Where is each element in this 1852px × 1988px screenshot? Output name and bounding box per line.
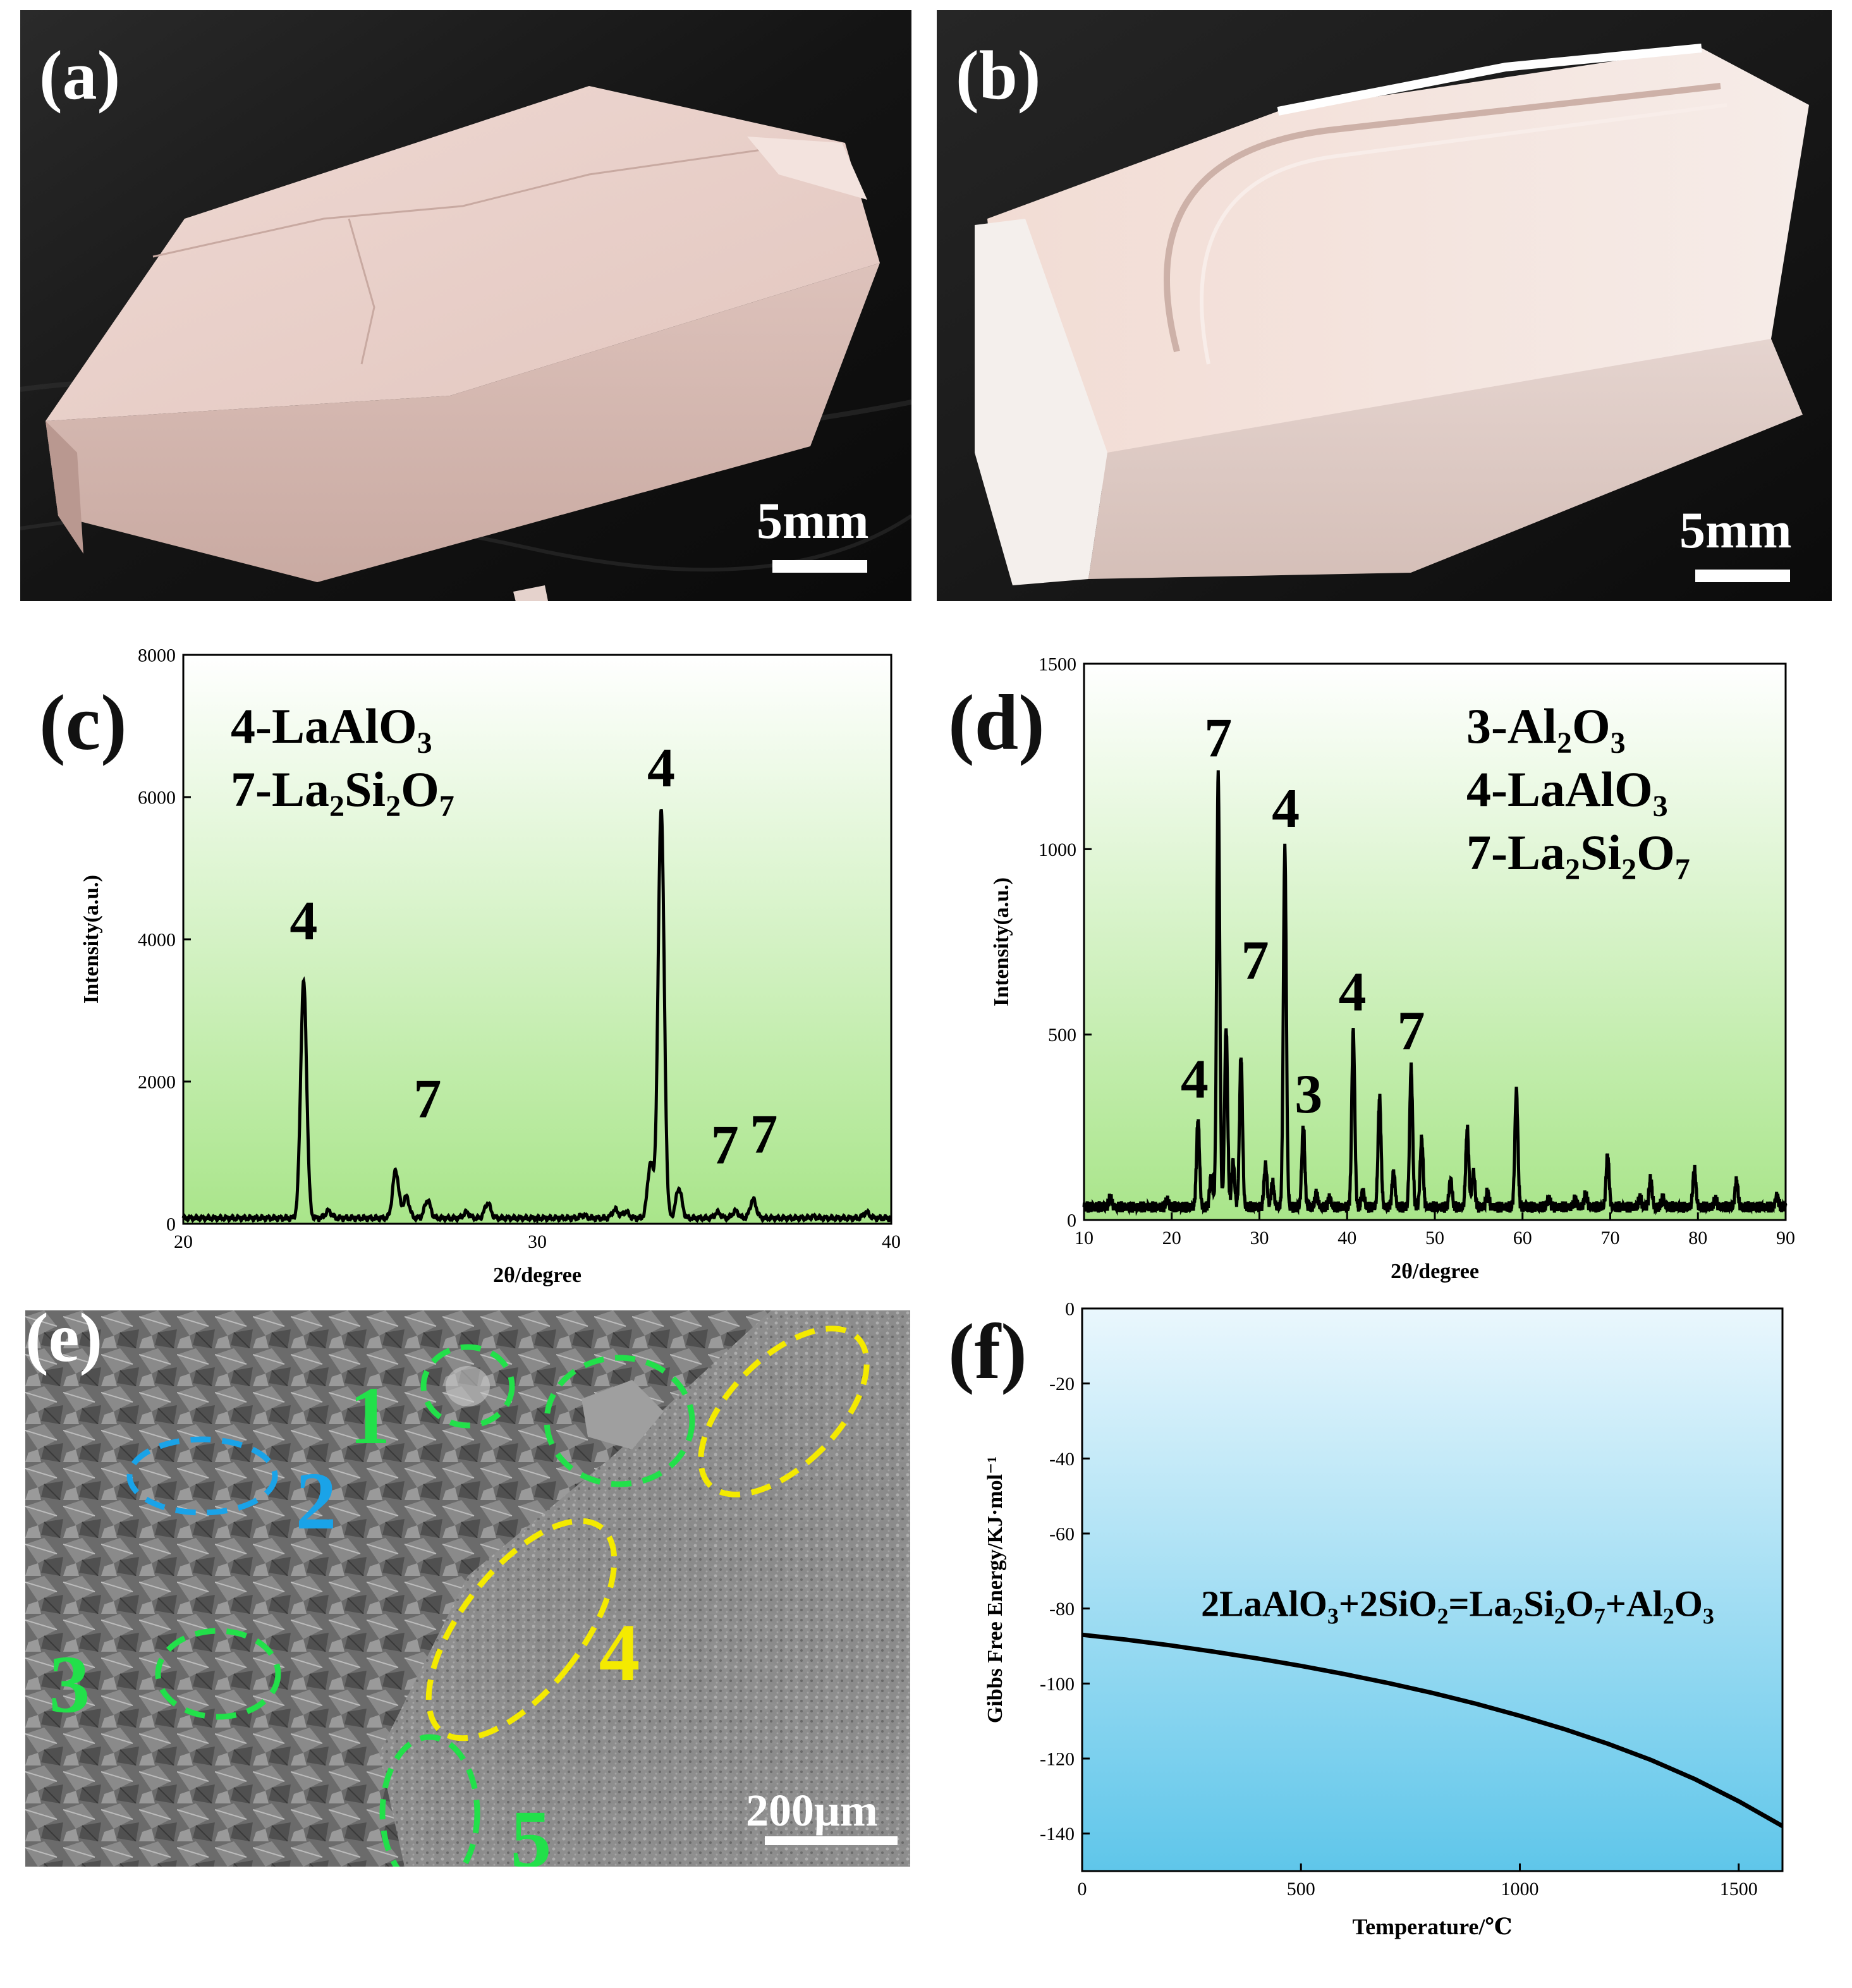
chart-panel-f: (f) 0 500 1000 1500 -140 -120 -100 -80 -60 -40 -20…: [923, 1302, 1852, 1988]
d-x-tick-label: 90: [1776, 1228, 1795, 1248]
chart-panel-c: (c) 20 30 40 0 2000 4000 6000 8000 4 7 4 7 7 4-LaAlO3…: [0, 632, 923, 1315]
c-y-tick-label: 2000: [138, 1072, 176, 1093]
d-plot-area: [1083, 662, 1787, 1221]
d-xrd-pattern-line: [1082, 770, 1788, 1216]
d-x-tick-label: 40: [1337, 1228, 1356, 1248]
scale-label-e: 200μm: [746, 1785, 878, 1836]
d-peak-annotation: 4: [1181, 1049, 1209, 1110]
panel-label-e: (e): [25, 1310, 102, 1376]
scale-label-a: 5mm: [757, 492, 869, 549]
d-peak-annotation: 4: [1272, 778, 1300, 839]
sem-region-1-label: 1: [350, 1370, 391, 1461]
d-x-tick-label: 50: [1425, 1228, 1444, 1248]
f-y-tick-label: -120: [1040, 1749, 1075, 1770]
d-y-tick-label: 0: [1067, 1210, 1076, 1231]
c-peak-annotation: 7: [413, 1068, 441, 1130]
c-x-tick-label: 30: [528, 1231, 547, 1252]
c-y-tick-label: 8000: [138, 645, 176, 666]
c-peak-annotation: 4: [647, 738, 675, 799]
scale-bar-b: [1695, 570, 1790, 582]
f-gibbs-curve: [1081, 1632, 1784, 1828]
c-x-tick-label: 40: [882, 1231, 901, 1252]
f-plot-area: [1081, 1307, 1784, 1872]
chart-panel-d: (d) 10 20 30 40 50 60 70 80 90 0 500 1000 1500 7 4 7 4 7 4…: [923, 632, 1852, 1315]
c-legend-entry: 4-LaAlO3: [231, 698, 432, 760]
d-x-tick-label: 30: [1250, 1228, 1269, 1248]
d-y-tick-label: 1000: [1039, 839, 1076, 860]
f-y-tick-label: -60: [1049, 1524, 1075, 1545]
f-x-tick-label: 0: [1078, 1879, 1087, 1900]
c-plot-area: [182, 654, 892, 1225]
xrd-chart-d: (d) 10 20 30 40 50 60 70 80 90050010001500747474…: [948, 654, 1795, 1284]
sem-region-3-outline: [155, 1628, 281, 1720]
f-y-tick-label: -140: [1040, 1824, 1075, 1845]
f-y-tick-label: -100: [1040, 1674, 1075, 1695]
c-x-axis-label: 2θ/degree: [493, 1264, 582, 1287]
d-y-tick-label: 500: [1048, 1025, 1076, 1046]
d-x-tick-label: 20: [1162, 1228, 1181, 1248]
sem-region-2-outline: [126, 1436, 278, 1516]
scale-bar-a: [772, 560, 867, 573]
f-y-tick-label: 0: [1065, 1302, 1075, 1320]
c-y-tick-label: 0: [166, 1214, 176, 1235]
d-peak-annotation: 4: [1339, 962, 1367, 1023]
d-x-tick-label: 10: [1075, 1228, 1094, 1248]
f-y-tick-label: -80: [1049, 1599, 1075, 1619]
f-x-axis-label: Temperature/℃: [1352, 1914, 1512, 1939]
gibbs-chart-f: (f) 0 500 1000 1500 -140 -120 -100 -80 -60 -40 -20…: [948, 1302, 1784, 1939]
panel-label-c: (c): [39, 680, 127, 767]
c-x-tick-label: 20: [174, 1231, 193, 1252]
c-y-axis-label: Intensity(a.u.): [80, 875, 103, 1004]
sem-region-4-label: 4: [599, 1607, 640, 1698]
d-legend-entry: 7-La2Si2O7: [1466, 825, 1690, 886]
f-x-tick-label: 500: [1287, 1879, 1315, 1900]
sem-extra-region-outline: [698, 1326, 870, 1497]
sem-extra-region-outline: [544, 1355, 695, 1487]
d-x-tick-label: 60: [1513, 1228, 1532, 1248]
c-peak-annotation: 4: [289, 891, 317, 952]
scale-bar-e: [765, 1836, 898, 1845]
d-x-tick-label: 80: [1688, 1228, 1707, 1248]
d-y-tick-label: 1500: [1039, 654, 1076, 675]
f-x-tick-label: 1000: [1501, 1879, 1539, 1900]
c-xrd-pattern-line: [181, 808, 892, 1224]
panel-label-f: (f): [948, 1308, 1027, 1396]
sem-image: 12 3 4 5 (e) 200μm: [25, 1310, 910, 1867]
c-legend-entry: 7-La2Si2O7: [231, 762, 454, 823]
d-x-tick-label: 70: [1601, 1228, 1620, 1248]
sem-region-3-label: 3: [49, 1639, 90, 1730]
c-y-tick-label: 6000: [138, 788, 176, 808]
panel-label-b: (b): [956, 37, 1040, 114]
scale-label-b: 5mm: [1679, 501, 1792, 559]
c-peak-annotation: 7: [711, 1114, 739, 1176]
photo-panel-b: (b) 5mm: [937, 10, 1832, 601]
panel-label-d: (d): [948, 680, 1045, 767]
sem-region-5-outline: [379, 1734, 480, 1867]
d-legend-entry: 3-Al2O3: [1466, 698, 1626, 760]
sem-region-2-label: 2: [296, 1456, 337, 1547]
d-y-axis-label: Intensity(a.u.): [990, 877, 1013, 1006]
d-legend-entry: 4-LaAlO3: [1466, 762, 1668, 823]
c-peak-annotation: 7: [750, 1104, 777, 1166]
sem-region-5-label: 5: [511, 1794, 552, 1867]
f-reaction-equation: 2LaAlO3+2SiO2=La2Si2O7+Al2O3: [1201, 1583, 1714, 1629]
sem-region-1-outline: [420, 1344, 515, 1429]
d-x-axis-label: 2θ/degree: [1391, 1260, 1479, 1283]
sem-region-4-outline: [425, 1518, 618, 1741]
f-y-axis-label: Gibbs Free Energy/KJ·mol⁻¹: [984, 1456, 1007, 1723]
f-x-tick-label: 1500: [1720, 1879, 1758, 1900]
d-peak-annotation: 7: [1241, 930, 1269, 992]
photo-b-image: (b) 5mm: [937, 10, 1832, 601]
c-y-tick-label: 4000: [138, 930, 176, 951]
f-y-tick-label: -20: [1049, 1374, 1075, 1394]
d-peak-annotation: 7: [1398, 1001, 1425, 1062]
photo-a-image: (a) 5mm: [20, 10, 911, 601]
d-peak-annotation: 3: [1295, 1064, 1322, 1125]
d-peak-annotation: 7: [1204, 708, 1232, 769]
photo-panel-a: (a) 5mm: [20, 10, 911, 601]
panel-label-a: (a): [39, 37, 120, 114]
f-y-tick-label: -40: [1049, 1449, 1075, 1470]
